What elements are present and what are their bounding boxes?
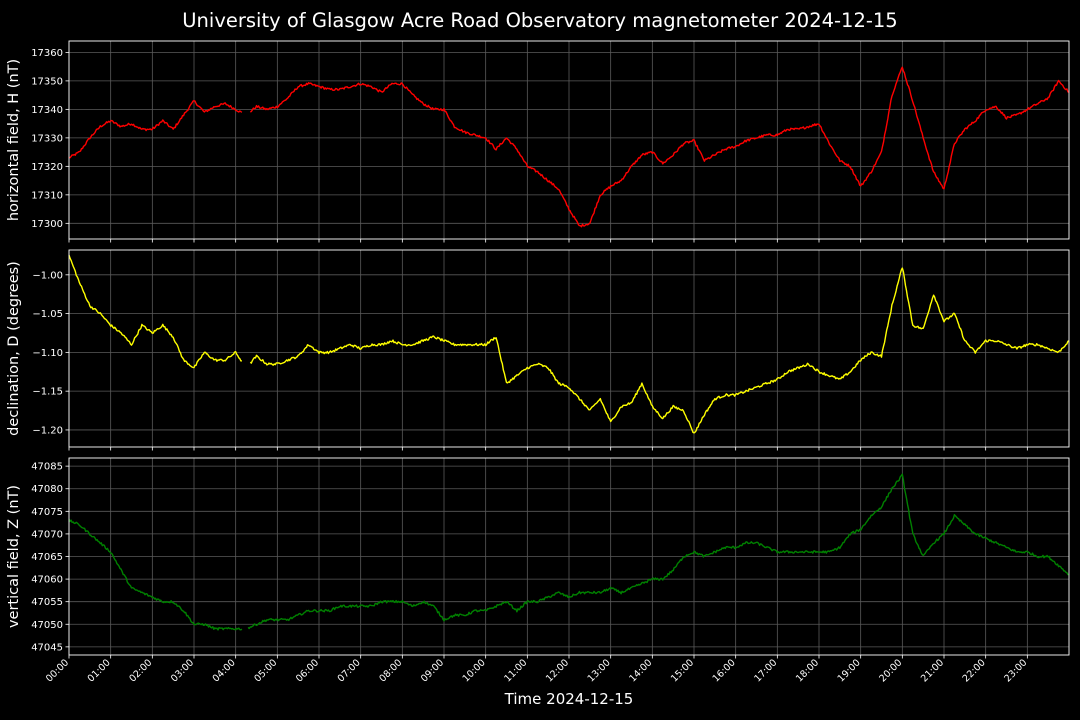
y-tick-label: 47080 bbox=[31, 484, 63, 495]
series-line bbox=[68, 66, 1070, 228]
y-tick-label: 17350 bbox=[31, 76, 63, 87]
y-tick-label: 17360 bbox=[31, 48, 63, 59]
y-tick-label: −1.20 bbox=[32, 425, 63, 436]
y-tick-label: −1.10 bbox=[32, 348, 63, 359]
x-tick-label: 02:00 bbox=[127, 657, 154, 684]
x-tick-label: 08:00 bbox=[377, 657, 404, 684]
x-tick-label: 13:00 bbox=[586, 657, 613, 684]
x-tick-label: 16:00 bbox=[711, 657, 738, 684]
x-tick-label: 07:00 bbox=[336, 657, 363, 684]
x-tick-label: 17:00 bbox=[752, 657, 779, 684]
y-tick-label: 47065 bbox=[31, 552, 63, 563]
x-tick-label: 01:00 bbox=[86, 657, 113, 684]
x-tick-label: 21:00 bbox=[919, 657, 946, 684]
x-tick-label: 05:00 bbox=[252, 657, 279, 684]
y-axis-label: vertical field, Z (nT) bbox=[6, 485, 22, 628]
plot-frame bbox=[68, 249, 1070, 448]
y-tick-label: 17320 bbox=[31, 162, 63, 173]
chart-title: University of Glasgow Acre Road Observat… bbox=[182, 9, 898, 32]
y-tick-label: 47070 bbox=[31, 529, 63, 540]
y-tick-label: 17310 bbox=[31, 190, 63, 201]
y-tick-label: 47055 bbox=[31, 597, 63, 608]
y-axis-label: declination, D (degrees) bbox=[6, 261, 22, 436]
x-tick-label: 00:00 bbox=[44, 657, 71, 684]
x-tick-label: 09:00 bbox=[419, 657, 446, 684]
x-tick-label: 22:00 bbox=[961, 657, 988, 684]
y-tick-label: 47085 bbox=[31, 462, 63, 473]
x-tick-label: 23:00 bbox=[1002, 657, 1029, 684]
y-tick-label: −1.00 bbox=[32, 270, 63, 281]
y-tick-label: −1.15 bbox=[32, 387, 63, 398]
plot-frame bbox=[68, 40, 1070, 240]
x-tick-label: 11:00 bbox=[502, 657, 529, 684]
plot-frame bbox=[68, 457, 1070, 656]
x-tick-label: 14:00 bbox=[627, 657, 654, 684]
x-tick-label: 18:00 bbox=[794, 657, 821, 684]
x-axis-label: Time 2024-12-15 bbox=[504, 690, 634, 708]
y-tick-label: 47075 bbox=[31, 507, 63, 518]
y-tick-label: −1.05 bbox=[32, 309, 63, 320]
x-tick-label: 06:00 bbox=[294, 657, 321, 684]
series-line bbox=[68, 254, 1070, 434]
x-tick-label: 03:00 bbox=[169, 657, 196, 684]
y-axis-label: horizontal field, H (nT) bbox=[6, 59, 22, 221]
x-tick-label: 20:00 bbox=[877, 657, 904, 684]
x-tick-label: 10:00 bbox=[461, 657, 488, 684]
x-tick-label: 15:00 bbox=[669, 657, 696, 684]
x-tick-label: 19:00 bbox=[836, 657, 863, 684]
x-tick-label: 12:00 bbox=[544, 657, 571, 684]
x-tick-label: 04:00 bbox=[211, 657, 238, 684]
y-tick-label: 47050 bbox=[31, 620, 63, 631]
y-tick-label: 17340 bbox=[31, 105, 63, 116]
y-tick-label: 47045 bbox=[31, 642, 63, 653]
series-line bbox=[68, 473, 1069, 631]
y-tick-label: 47060 bbox=[31, 575, 63, 586]
y-tick-label: 17330 bbox=[31, 133, 63, 144]
y-tick-label: 17300 bbox=[31, 219, 63, 230]
